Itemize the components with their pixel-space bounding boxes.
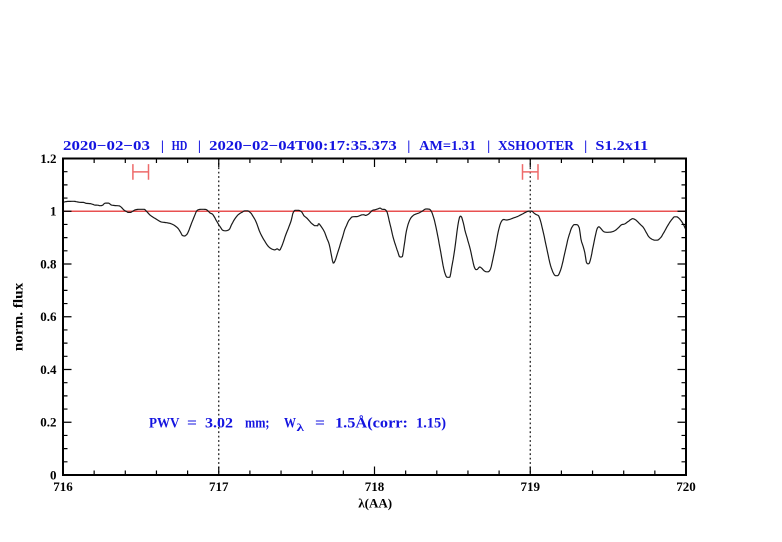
svg-text:716: 716 [53,479,73,494]
svg-text:0.8: 0.8 [40,256,57,271]
svg-text:3.02: 3.02 [205,416,233,432]
svg-text:1: 1 [50,204,57,219]
svg-text:=: = [315,416,325,432]
svg-text:|: | [198,139,201,154]
svg-text:720: 720 [676,479,696,494]
svg-text:|: | [584,139,587,154]
svg-text:mm;: mm; [245,416,270,432]
svg-text:|: | [407,139,410,154]
svg-text:0: 0 [50,467,57,482]
svg-text:1.5Å(corr:: 1.5Å(corr: [335,416,408,432]
svg-text:0.4: 0.4 [40,362,57,377]
svg-text:|: | [161,139,164,154]
svg-text:|: | [487,139,490,154]
svg-text:719: 719 [520,479,540,494]
svg-text:1.15): 1.15) [416,416,446,432]
svg-text:=: = [187,416,197,432]
svg-text:2020−02−04T00:17:35.373: 2020−02−04T00:17:35.373 [209,139,397,154]
svg-text:λ(AA): λ(AA) [358,495,392,510]
svg-text:PWV: PWV [149,416,180,432]
svg-text:W: W [284,416,296,432]
svg-text:718: 718 [365,479,385,494]
svg-text:norm. flux: norm. flux [12,283,27,351]
svg-text:XSHOOTER: XSHOOTER [498,139,575,154]
svg-text:HD: HD [172,139,188,154]
svg-text:2020−02−03: 2020−02−03 [63,139,150,154]
svg-text:0.2: 0.2 [40,415,56,430]
svg-text:1.2: 1.2 [40,151,56,166]
svg-text:717: 717 [209,479,229,494]
svg-text:λ: λ [297,422,305,434]
svg-text:0.6: 0.6 [40,309,57,324]
svg-text:AM=1.31: AM=1.31 [419,139,476,154]
svg-text:S1.2x11: S1.2x11 [595,139,648,154]
